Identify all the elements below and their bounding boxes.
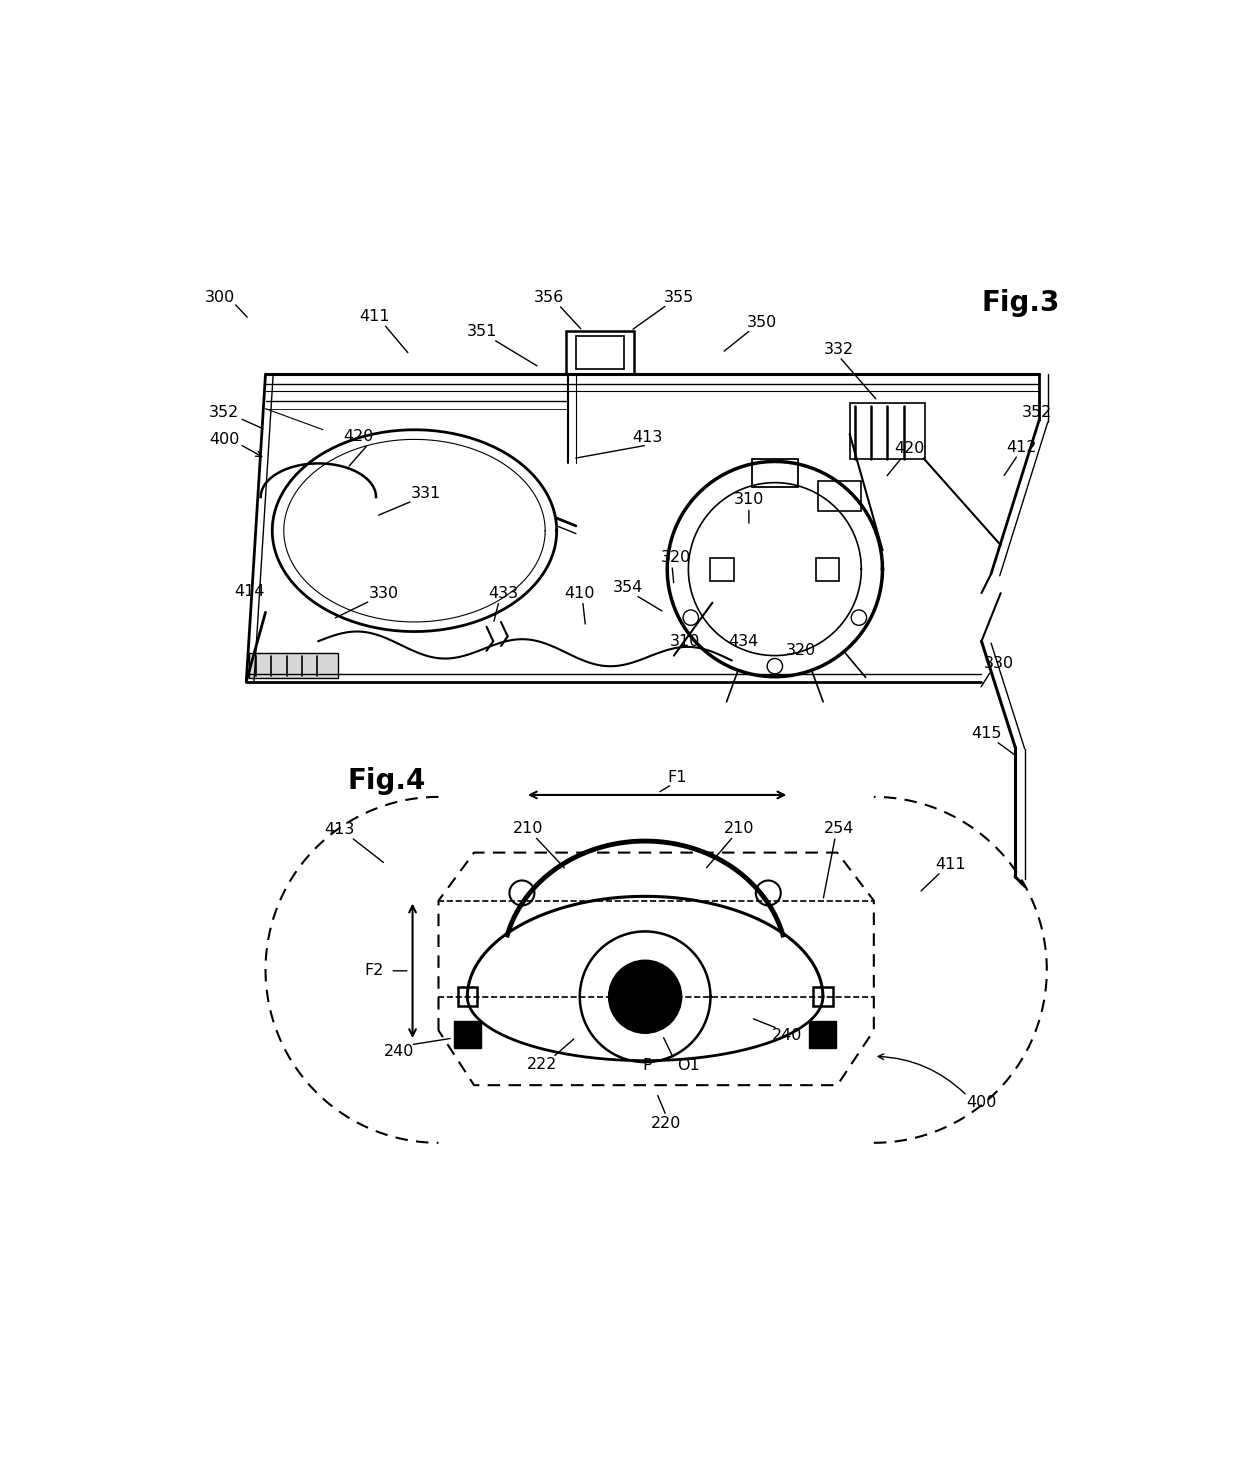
Circle shape	[609, 960, 682, 1034]
Text: 320: 320	[786, 643, 816, 658]
Text: Fig.3: Fig.3	[982, 288, 1060, 317]
Bar	[818, 481, 862, 512]
Text: 330: 330	[368, 586, 399, 600]
Text: 411: 411	[358, 309, 389, 324]
Text: 210: 210	[724, 821, 754, 836]
Text: 220: 220	[651, 1117, 682, 1131]
Text: F2: F2	[365, 963, 383, 978]
Text: 354: 354	[613, 580, 642, 595]
Text: 434: 434	[728, 633, 758, 649]
Text: 332: 332	[825, 342, 854, 356]
Text: 240: 240	[773, 1028, 802, 1043]
Text: O1: O1	[677, 1059, 699, 1074]
Bar	[458, 986, 477, 1006]
Text: 210: 210	[512, 821, 543, 836]
Text: 331: 331	[410, 485, 441, 501]
Bar	[711, 558, 734, 581]
Text: 222: 222	[527, 1056, 558, 1071]
Text: 414: 414	[234, 584, 264, 599]
Text: 420: 420	[343, 429, 374, 444]
Text: 410: 410	[564, 586, 595, 600]
Text: P: P	[642, 1059, 652, 1074]
Text: 412: 412	[1007, 439, 1037, 454]
Bar	[849, 402, 925, 458]
Text: 240: 240	[384, 1044, 414, 1059]
Text: 320: 320	[661, 550, 691, 565]
Text: 300: 300	[206, 290, 236, 305]
Text: 310: 310	[734, 493, 764, 507]
Text: Fig.4: Fig.4	[347, 766, 425, 794]
Text: 352: 352	[210, 405, 239, 420]
Bar	[751, 458, 797, 488]
Bar	[813, 986, 832, 1006]
Text: 400: 400	[966, 1094, 997, 1109]
Text: 310: 310	[671, 633, 701, 649]
Text: 420: 420	[894, 442, 925, 457]
Text: 400: 400	[210, 432, 239, 447]
Text: 411: 411	[935, 856, 966, 871]
Text: 352: 352	[1022, 405, 1053, 420]
Circle shape	[756, 880, 781, 905]
Text: 413: 413	[632, 430, 662, 445]
Text: 254: 254	[825, 821, 854, 836]
Text: 415: 415	[971, 726, 1002, 741]
Bar	[810, 1021, 836, 1047]
Text: 350: 350	[748, 315, 777, 330]
Bar	[454, 1021, 481, 1047]
Text: 433: 433	[487, 586, 518, 600]
Bar	[816, 558, 839, 581]
Text: 330: 330	[983, 655, 1014, 671]
Text: 351: 351	[466, 324, 497, 339]
Text: 355: 355	[663, 290, 694, 305]
Text: F1: F1	[667, 771, 687, 785]
Text: 413: 413	[325, 822, 355, 837]
Text: 356: 356	[534, 290, 564, 305]
Bar	[249, 652, 337, 677]
Circle shape	[510, 880, 534, 905]
